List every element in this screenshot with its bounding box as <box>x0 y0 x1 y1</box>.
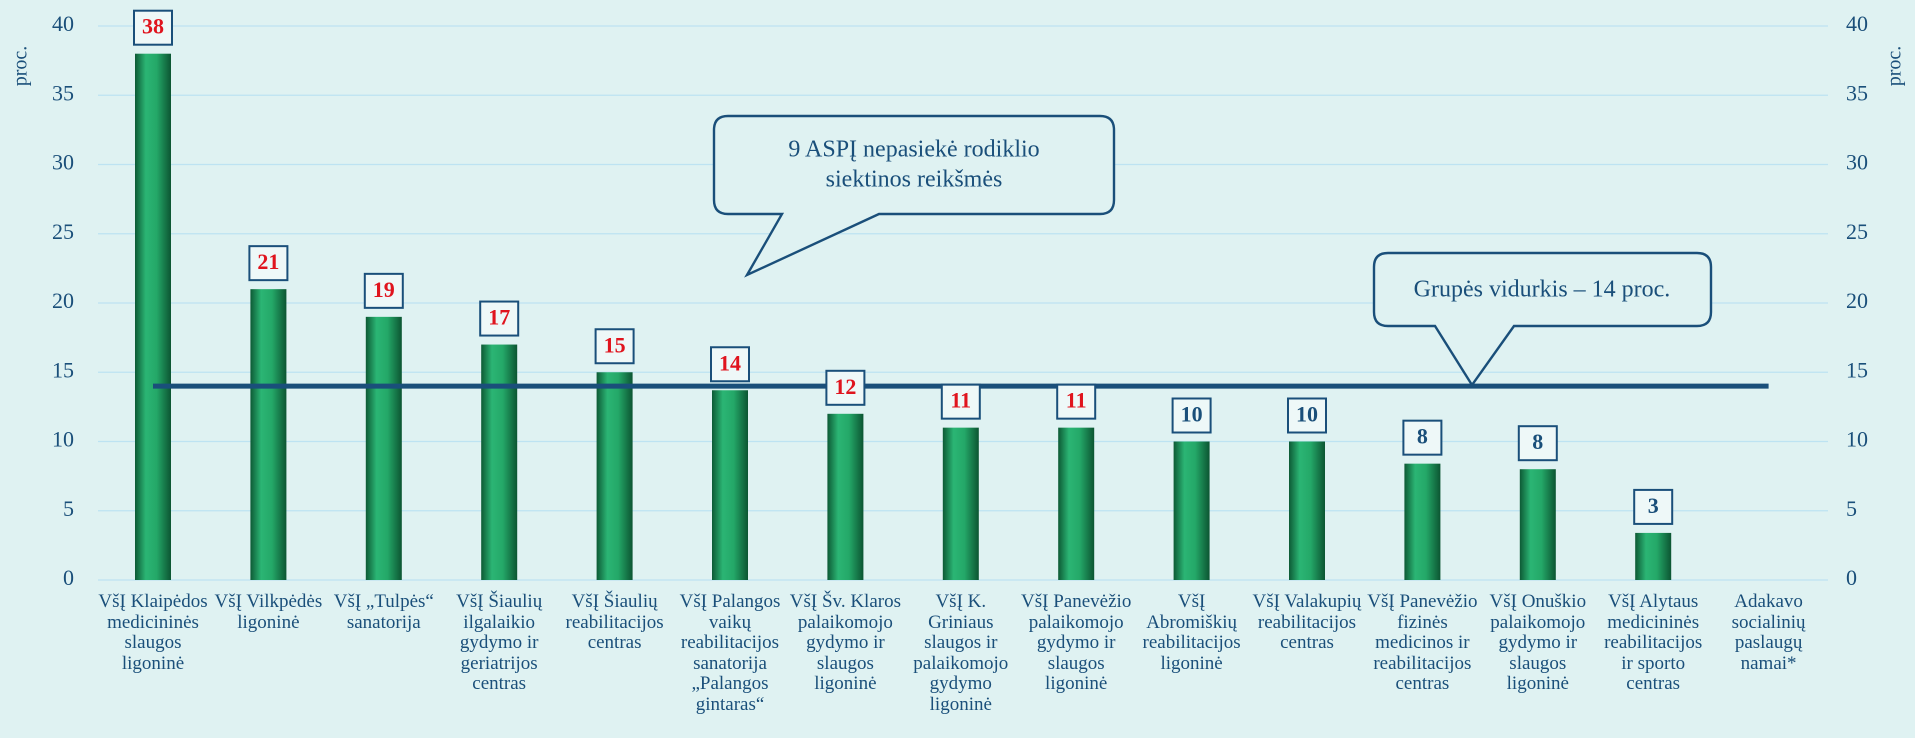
value-label-box <box>1517 425 1558 462</box>
value-label: 14 <box>719 350 741 375</box>
y-tick-label: 20 <box>52 288 74 313</box>
y2-tick-label: 10 <box>1846 427 1868 452</box>
y2-tick-label: 25 <box>1846 219 1868 244</box>
y2-tick-label: 40 <box>1846 11 1868 36</box>
annotation: 9 ASPĮ nepasiekė rodiklio <box>788 137 1039 163</box>
x-tick-label: Adakavo socialinių paslaugų namai* <box>1731 591 1806 674</box>
value-label: 11 <box>1066 388 1087 413</box>
bar <box>1173 441 1210 580</box>
y2-axis-label: proc. <box>1884 46 1906 87</box>
value-label-box <box>363 272 404 309</box>
callout-box <box>1372 251 1713 388</box>
y-axis-label: proc. <box>10 46 32 87</box>
x-tick-label: VšĮ Onuškio palaikomojo gydymo ir slaugo… <box>1489 591 1587 695</box>
value-label-box <box>710 346 750 383</box>
value-label: 17 <box>488 305 510 330</box>
bar <box>942 427 979 580</box>
y2-tick-label: 35 <box>1846 80 1868 105</box>
y-tick-label: 35 <box>52 80 74 105</box>
y-tick-label: 5 <box>63 496 74 521</box>
x-tick-label: VšĮ Šiaulių reabilitacijos centras <box>565 591 664 654</box>
y-tick-label: 15 <box>52 357 74 382</box>
value-label: 10 <box>1181 402 1203 427</box>
value-label: 12 <box>834 374 856 399</box>
bar <box>1404 463 1441 580</box>
value-label: 38 <box>142 14 164 39</box>
x-tick-label: VšĮ Valakupių reabilitacijos centras <box>1252 591 1362 654</box>
y2-tick-label: 20 <box>1846 288 1868 313</box>
x-tick-label: VšĮ Palangos vaikų reabilitacijos sanato… <box>679 591 781 715</box>
value-label-box <box>594 328 635 365</box>
value-label-box <box>1633 488 1674 525</box>
bar <box>1289 441 1325 580</box>
value-label-box <box>1402 419 1443 456</box>
value-label-box <box>825 369 866 406</box>
x-tick-label: VšĮ Panevėžio palaikomojo gydymo ir slau… <box>1021 591 1132 695</box>
y-tick-label: 0 <box>63 565 74 590</box>
y2-tick-label: 30 <box>1846 150 1868 175</box>
annotation: Grupės vidurkis – 14 proc. <box>1414 277 1671 303</box>
annotation: siektinos reikšmės <box>826 167 1003 193</box>
bar <box>135 53 171 580</box>
value-label-box <box>1171 397 1212 434</box>
value-label: 8 <box>1532 429 1543 454</box>
bar <box>1635 532 1672 580</box>
value-label-box <box>1287 397 1327 434</box>
value-label-box <box>248 245 289 282</box>
value-label-box <box>133 9 173 46</box>
y-tick-label: 40 <box>52 11 74 36</box>
bar <box>250 289 287 580</box>
bar <box>712 390 748 580</box>
value-label-box <box>1056 383 1097 420</box>
value-label: 21 <box>257 249 279 274</box>
bar <box>827 413 864 580</box>
y2-tick-label: 0 <box>1846 565 1857 590</box>
callout-box <box>712 114 1116 278</box>
x-tick-label: VšĮ Panevėžio fizinės medicinos ir reabi… <box>1367 591 1478 695</box>
value-label-box <box>479 300 520 337</box>
value-label: 15 <box>604 332 626 357</box>
x-tick-label: VšĮ Šv. Klaros palaikomojo gydymo ir sla… <box>789 591 901 695</box>
y-tick-label: 30 <box>52 150 74 175</box>
x-tick-label: VšĮ Šiaulių ilgalaikio gydymo ir geriatr… <box>456 591 543 695</box>
x-tick-label: VšĮ K. Griniaus slaugos ir palaikomojo g… <box>913 591 1009 715</box>
bar <box>481 344 518 580</box>
x-tick-label: VšĮ Abromiškių reabilitacijos ligoninė <box>1142 591 1241 674</box>
callouts <box>712 114 1713 388</box>
x-tick-label: VšĮ Klaipėdos medicininės slaugos ligoni… <box>98 591 208 674</box>
bar <box>1058 427 1095 580</box>
bar <box>365 316 402 580</box>
value-label: 19 <box>373 277 395 302</box>
x-tick-label: VšĮ Vilkpėdės ligoninė <box>214 591 323 633</box>
bar <box>1519 469 1556 580</box>
y2-tick-label: 5 <box>1846 496 1857 521</box>
bar <box>596 372 633 580</box>
x-tick-label: VšĮ Alytaus medicininės reabilitacijos i… <box>1604 591 1703 695</box>
value-label-box <box>940 383 981 420</box>
y-tick-label: 10 <box>52 427 74 452</box>
value-label: 10 <box>1296 402 1318 427</box>
y-tick-label: 25 <box>52 219 74 244</box>
value-label: 3 <box>1648 493 1659 518</box>
y2-tick-label: 15 <box>1846 357 1868 382</box>
value-label: 8 <box>1417 424 1428 449</box>
value-label: 11 <box>950 388 971 413</box>
x-tick-label: VšĮ „Tulpės“ sanatorija <box>333 591 434 633</box>
